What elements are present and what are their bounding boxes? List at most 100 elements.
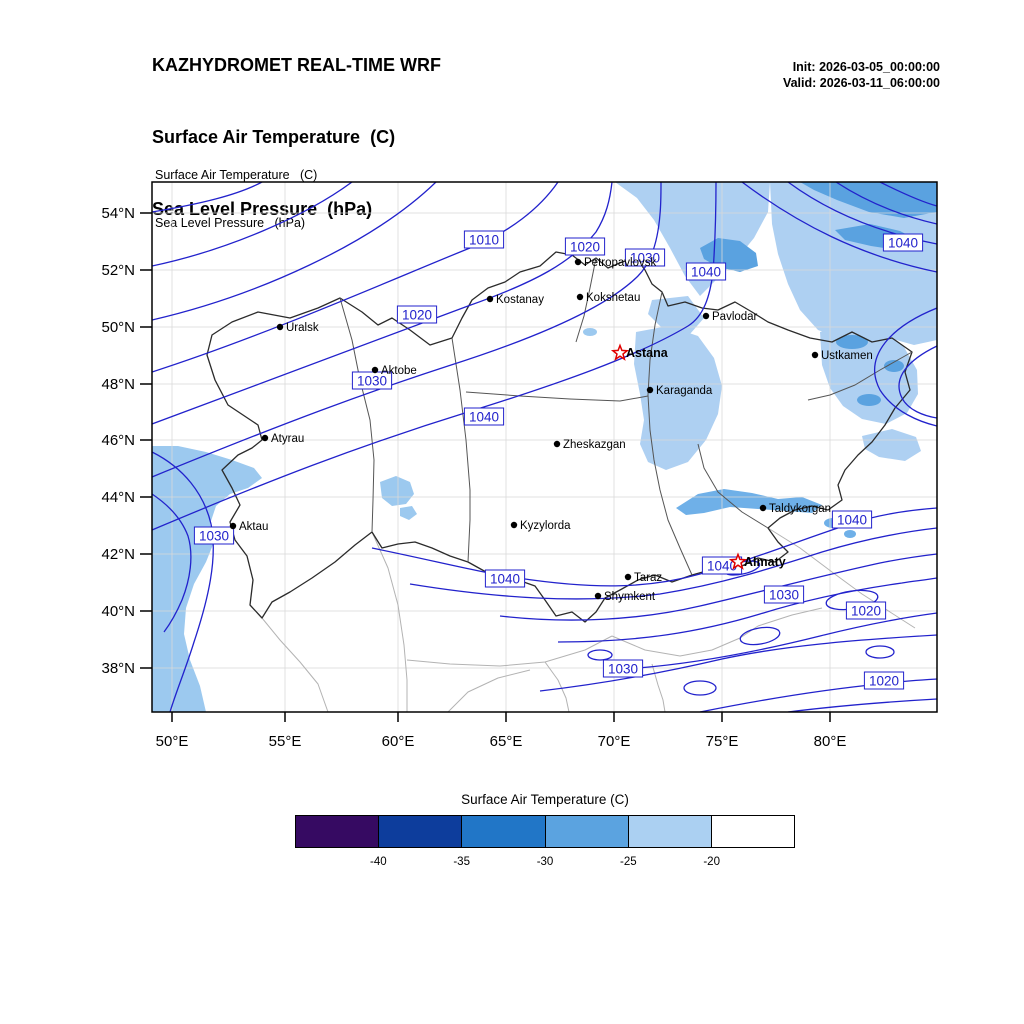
isobar-line [879,182,937,207]
region-border [807,351,913,401]
city-label: Taldykorgan [769,503,831,515]
x-axis-label: 60°E [382,733,415,750]
colorbar-segment [462,816,546,847]
isobar-closed-loop [739,626,781,646]
city-label: Karaganda [656,385,713,397]
isobar-line-1020 [152,182,613,425]
y-axis-label: 48°N [101,376,135,393]
isobar-line [741,182,937,273]
isobar-line-1020 [699,678,937,712]
pressure-label-box [882,233,924,252]
map-field-legend: Surface Air Temperature (C) Sea Level Pr… [155,134,317,264]
shade-patch [770,182,937,346]
city-dot-icon [371,366,379,374]
city-dot-icon [574,258,582,266]
country-borders-foreign [261,527,916,712]
city-label: Taraz [634,572,662,584]
city-dot-icon [510,521,518,529]
init-time: Init: 2026-03-05_00:00:00 [792,60,940,74]
isobar-closed-loop [865,645,895,659]
title-line-pressure: Sea Level Pressure (hPa) [152,198,373,219]
legend-line-pressure: Sea Level Pressure (hPa) [155,216,306,231]
city-label: Almaty [744,555,786,569]
colorbar-tick-label: -20 [703,856,720,868]
aral-sea [380,476,414,506]
shade-patch [634,326,722,470]
city-label: Shymkent [604,591,656,603]
axes: 54°N 52°N 50°N 48°N 46°N 44°N 42°N 40°N 38°N 50°E… [101,205,846,750]
isobar-closed-loop [683,680,717,696]
city-dot-icon [486,295,494,303]
isobar-line-1020 [637,612,937,669]
isobar-line-1030 [539,634,937,692]
y-axis-label: 42°N [101,546,135,563]
city-dot-icon [759,504,767,512]
region-border [697,443,769,529]
x-axis-label: 55°E [269,733,302,750]
pressure-contours [152,182,937,712]
city-label: Atyrau [271,433,304,445]
city-dot-icon [646,386,654,394]
city-label: Ustkamen [821,350,873,362]
title-line-model: KAZHYDROMET REAL-TIME WRF [152,54,441,75]
pressure-value-label: 1030 [769,588,799,603]
pressure-label-box [193,526,235,545]
colorbar-segment [296,816,380,847]
shade-patch [862,429,921,461]
pressure-value-label: 1030 [608,662,638,677]
aral-sea [400,506,417,520]
x-axis-label: 65°E [490,733,523,750]
isobar-line [152,182,263,213]
isobar-closed-loop [587,649,613,661]
y-axis-label: 50°N [101,319,135,336]
pressure-label-box [396,305,438,324]
x-axis-label: 75°E [706,733,739,750]
isobar-line-1030 [152,451,214,712]
y-axis-label: 46°N [101,432,135,449]
foreign-border [544,661,570,712]
colorbar-tick-label: -40 [370,856,387,868]
foreign-border [651,663,666,712]
shade-patch-cold [836,335,868,349]
foreign-border [611,625,759,657]
pressure-value-label: 1040 [469,410,499,425]
pressure-label-box [564,237,606,256]
isobar-line-1030 [557,577,937,643]
x-axis-label: 70°E [598,733,631,750]
pressure-label-box [351,371,393,390]
region-border [575,257,597,343]
foreign-border [371,531,408,712]
city-label: Petropavlovsk [584,257,656,269]
region-border [647,291,693,576]
region-border [339,297,375,533]
city-label: Pavlodar [712,311,758,323]
pressure-value-label: 1020 [869,674,899,689]
colorbar-title: Surface Air Temperature (C) [461,792,629,807]
isobar-line [787,698,937,712]
pressure-value-label: 1040 [888,236,918,251]
isobar-line [835,182,937,225]
colorbar-segment [628,816,712,847]
map-frame [151,181,938,713]
pressure-label-box [463,407,505,426]
region-border [451,337,471,563]
y-axis-label: 54°N [101,205,135,222]
foreign-border [261,617,329,712]
isobar-line-1030 [152,182,662,478]
isobar-line [152,493,192,633]
pressure-label-box [602,659,644,678]
pressure-label-box [863,671,905,690]
pressure-value-label: 1040 [490,572,520,587]
city-dot-icon [624,573,632,581]
page-title: KAZHYDROMET REAL-TIME WRF Surface Air Te… [152,6,441,269]
isobar-line [409,527,937,600]
isobar-line [499,553,937,621]
shade-patch-cold [857,394,881,406]
city-dot-icon [553,440,561,448]
foreign-border [767,527,916,629]
city-label: Kokshetau [586,292,640,304]
isobar-line [898,345,937,419]
region-border [465,391,649,402]
pressure-label-box [685,262,727,281]
colorbar-tick-row: -40 -35 -30 -25 -20 [295,856,795,874]
